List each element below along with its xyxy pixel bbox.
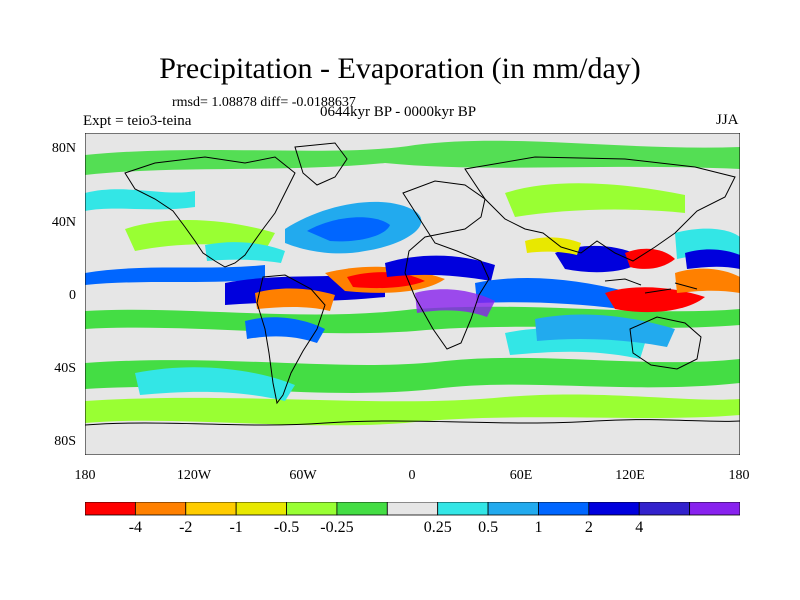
colorbar-swatch xyxy=(538,502,590,516)
colorbar-label: 4 xyxy=(635,519,644,536)
period-label: 0644kyr BP - 0000kyr BP xyxy=(320,104,477,120)
map-panel xyxy=(85,133,740,455)
colorbar-swatch xyxy=(134,502,187,516)
colorbar-swatch xyxy=(336,502,388,516)
colorbar-label: -4 xyxy=(128,519,143,536)
colorbar-label: -0.25 xyxy=(320,519,354,536)
lon-tick-label: 60E xyxy=(509,468,533,483)
colorbar-swatch xyxy=(638,502,691,516)
coastlines xyxy=(85,142,740,426)
lon-tick-label: 180 xyxy=(74,468,96,483)
lon-tick-label: 180 xyxy=(728,468,750,483)
colorbar-swatch xyxy=(386,502,439,516)
stats-text: rmsd= 1.08878 diff= -0.0188637 xyxy=(172,95,356,110)
lat-tick-label: 80S xyxy=(54,434,76,449)
lon-tick-label: 0 xyxy=(408,468,416,483)
colorbar-swatch xyxy=(487,502,539,516)
lon-tick-label: 120W xyxy=(176,468,212,483)
colorbar-label: 0.25 xyxy=(423,519,452,536)
experiment-label: Expt = teio3-teina xyxy=(83,113,192,129)
season-label: JJA xyxy=(716,112,739,128)
colorbar-label: -2 xyxy=(179,519,193,536)
colorbar-swatch xyxy=(286,502,338,516)
colorbar xyxy=(85,502,740,516)
colorbar-swatch xyxy=(437,502,489,516)
colorbar-swatch xyxy=(689,502,740,516)
lat-tick-label: 80N xyxy=(51,141,76,156)
colorbar-label: 0.5 xyxy=(478,519,499,536)
precip-field xyxy=(85,140,740,426)
lat-tick-label: 0 xyxy=(69,288,76,303)
colorbar-label: 2 xyxy=(584,519,593,536)
colorbar-swatch xyxy=(235,502,287,516)
lon-tick-label: 60W xyxy=(289,468,317,483)
lat-tick-label: 40S xyxy=(54,361,76,376)
colorbar-label: -1 xyxy=(229,519,243,536)
colorbar-swatch xyxy=(85,502,136,516)
colorbar-swatch xyxy=(185,502,237,516)
colorbar-swatch xyxy=(588,502,640,516)
colorbar-label: 1 xyxy=(534,519,543,536)
map-title: Precipitation - Evaporation (in mm/day) xyxy=(159,52,641,85)
colorbar-label: -0.5 xyxy=(273,519,300,536)
lat-tick-label: 40N xyxy=(51,215,76,230)
lon-tick-label: 120E xyxy=(615,468,645,483)
